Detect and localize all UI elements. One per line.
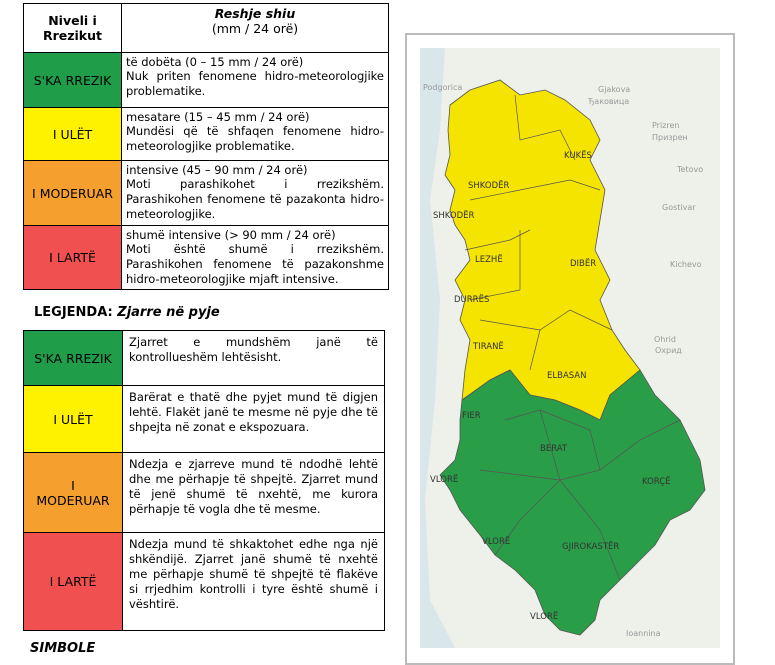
rain-row: I ULËT mesatare (15 – 45 mm / 24 orë) Mund…	[23, 107, 389, 161]
south-regions	[439, 369, 706, 636]
rain-table: Niveli i Rrezikut Reshje shiu (mm / 24 o…	[23, 3, 389, 290]
rain-row: I MODERUAR intensive (45 – 90 mm / 24 orë…	[23, 160, 389, 226]
rain-info: shumë intensive (> 90 mm / 24 orë) Moti ë…	[121, 225, 389, 290]
header-level-text: Niveli i Rrezikut	[42, 13, 102, 43]
legend-title: LEGJENDA: Zjarre në pyje	[34, 305, 220, 320]
header-title: Reshje shiu	[214, 6, 296, 21]
rain-row: S'KA RREZIK të dobëta (0 – 15 mm / 24 orë…	[23, 52, 389, 108]
level: I ULËT	[53, 411, 93, 427]
rain-info: mesatare (15 – 45 mm / 24 orë) Mundësi që…	[121, 107, 389, 161]
description: Zjarret e mundshëm janë të kontrollueshë…	[122, 330, 385, 386]
description: Moti parashikohet i rrezikshëm. Parashik…	[126, 177, 384, 221]
amount: mesatare (15 – 45 mm / 24 orë)	[126, 110, 310, 124]
header-title-cell: Reshje shiu (mm / 24 orë)	[121, 3, 389, 53]
region-label: DURRËS	[454, 294, 489, 305]
level-cell: I LARTË	[23, 532, 123, 631]
level: I ULËT	[23, 107, 122, 161]
level: I MODERUAR	[23, 160, 122, 226]
place-name: Tetovo	[676, 165, 703, 174]
place-name: Gjakova	[598, 85, 630, 94]
description: Ndezja mund të shkaktohet edhe nga një s…	[122, 532, 385, 631]
amount: intensive (45 – 90 mm / 24 orë)	[126, 163, 308, 177]
map: Podgorica Gjakova Ђаковица Prizren Призрен Te…	[420, 48, 720, 648]
region-labels: SHKODËR KUKËS SHKODËR LEZHË DIBËR DURRËS TIRAN…	[430, 150, 671, 622]
region-label: ELBASAN	[547, 371, 586, 381]
header-unit: (mm / 24 orë)	[211, 21, 299, 36]
region-label: SHKODËR	[468, 180, 510, 191]
rain-info: intensive (45 – 90 mm / 24 orë) Moti para…	[121, 160, 389, 226]
region-label: KORÇË	[642, 476, 671, 487]
region-label: KUKËS	[564, 150, 592, 161]
fire-table: S'KA RREZIK Zjarret e mundshëm janë të ko…	[23, 330, 385, 631]
level: I LARTË	[49, 574, 97, 589]
level: S'KA RREZIK	[23, 52, 122, 108]
description: Mundësi që të shfaqen fenomene hidro-met…	[126, 124, 384, 153]
header-level: Niveli i Rrezikut	[23, 3, 122, 53]
place-name: Gostivar	[662, 203, 696, 212]
places: Podgorica Gjakova Ђаковица Prizren Призрен Te…	[423, 83, 703, 638]
legend-subject: Zjarre në pyje	[117, 305, 220, 320]
region-label: BERAT	[540, 444, 568, 454]
region-label: VLORË	[530, 611, 558, 622]
description: Moti është shumë i rrezikshëm. Parashiko…	[126, 242, 384, 286]
place-name: Призрен	[652, 133, 688, 142]
place-name: Охрид	[655, 346, 682, 355]
region-label: GJIROKASTËR	[562, 541, 619, 552]
place-name: Prizren	[652, 121, 680, 130]
region-label: DIBËR	[570, 258, 596, 269]
region-label: VLORË	[430, 474, 458, 485]
place-name: Ohrid	[654, 335, 676, 344]
rain-info: të dobëta (0 – 15 mm / 24 orë) Nuk priten…	[121, 52, 389, 108]
level-cell: I MODERUAR	[23, 452, 123, 533]
place-name: Ђаковица	[587, 97, 629, 106]
legend-label: LEGJENDA:	[34, 305, 113, 320]
description: Ndezja e zjarreve mund të ndodhë lehtë d…	[122, 452, 385, 533]
district-lines	[464, 94, 681, 581]
region-label: LEZHË	[475, 254, 503, 265]
region-label: VLORË	[482, 536, 510, 547]
region-label: TIRANË	[472, 341, 504, 352]
level-cell: S'KA RREZIK	[23, 330, 123, 386]
description: Barërat e thatë dhe pyjet mund të digjen…	[122, 385, 385, 453]
amount: të dobëta (0 – 15 mm / 24 orë)	[126, 55, 304, 69]
level: S'KA RREZIK	[34, 350, 112, 366]
fire-row: S'KA RREZIK Zjarret e mundshëm janë të ko…	[23, 330, 385, 386]
level: I MODERUAR	[36, 477, 110, 508]
fire-row: I MODERUAR Ndezja e zjarreve mund të ndod…	[23, 452, 385, 533]
amount: shumë intensive (> 90 mm / 24 orë)	[126, 228, 336, 242]
level-cell: I ULËT	[23, 385, 123, 453]
place-name: Podgorica	[423, 83, 462, 92]
rain-row: I LARTË shumë intensive (> 90 mm / 24 orë…	[23, 225, 389, 290]
place-name: Kichevo	[670, 260, 702, 269]
region-label: FIER	[462, 411, 481, 421]
description: Nuk priten fenomene hidro-meteorologjike…	[126, 69, 384, 98]
level: I LARTË	[23, 225, 122, 290]
fire-row: I ULËT Barërat e thatë dhe pyjet mund të …	[23, 385, 385, 453]
region-label: SHKODËR	[433, 210, 475, 221]
place-name: Ioannina	[626, 629, 661, 638]
fire-row: I LARTË Ndezja mund të shkaktohet edhe ng…	[23, 532, 385, 631]
symbols-title: SIMBOLE	[30, 641, 96, 656]
sea	[420, 48, 455, 648]
